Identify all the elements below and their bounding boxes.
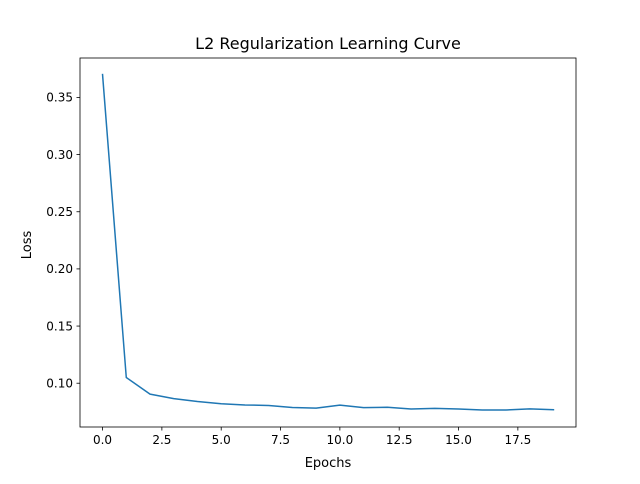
y-axis-label: Loss [20, 231, 35, 260]
x-tick-label: 12.5 [386, 433, 413, 447]
x-tick-label: 5.0 [212, 433, 231, 447]
x-tick-label: 15.0 [445, 433, 472, 447]
y-tick-label: 0.30 [46, 148, 73, 162]
x-tick-label: 10.0 [327, 433, 354, 447]
x-tick-label: 0.0 [93, 433, 112, 447]
chart-title: L2 Regularization Learning Curve [195, 34, 461, 53]
x-axis-label: Epochs [305, 456, 352, 471]
y-tick-label: 0.25 [46, 205, 73, 219]
axes: 0.0 2.5 5.0 7.5 10.0 12.5 15.0 17.5 0.10 0.15 0.20… [46, 57, 577, 447]
y-tick-label: 0.20 [46, 262, 73, 276]
plot-area [101, 73, 555, 411]
x-tick-label: 2.5 [152, 433, 171, 447]
plot-frame [79, 57, 577, 428]
series-line-0 [101, 73, 555, 411]
x-tick-label: 7.5 [271, 433, 290, 447]
y-tick-label: 0.15 [46, 319, 73, 333]
y-tick-label: 0.10 [46, 377, 73, 391]
x-tick-label: 17.5 [504, 433, 531, 447]
y-tick-label: 0.35 [46, 91, 73, 105]
